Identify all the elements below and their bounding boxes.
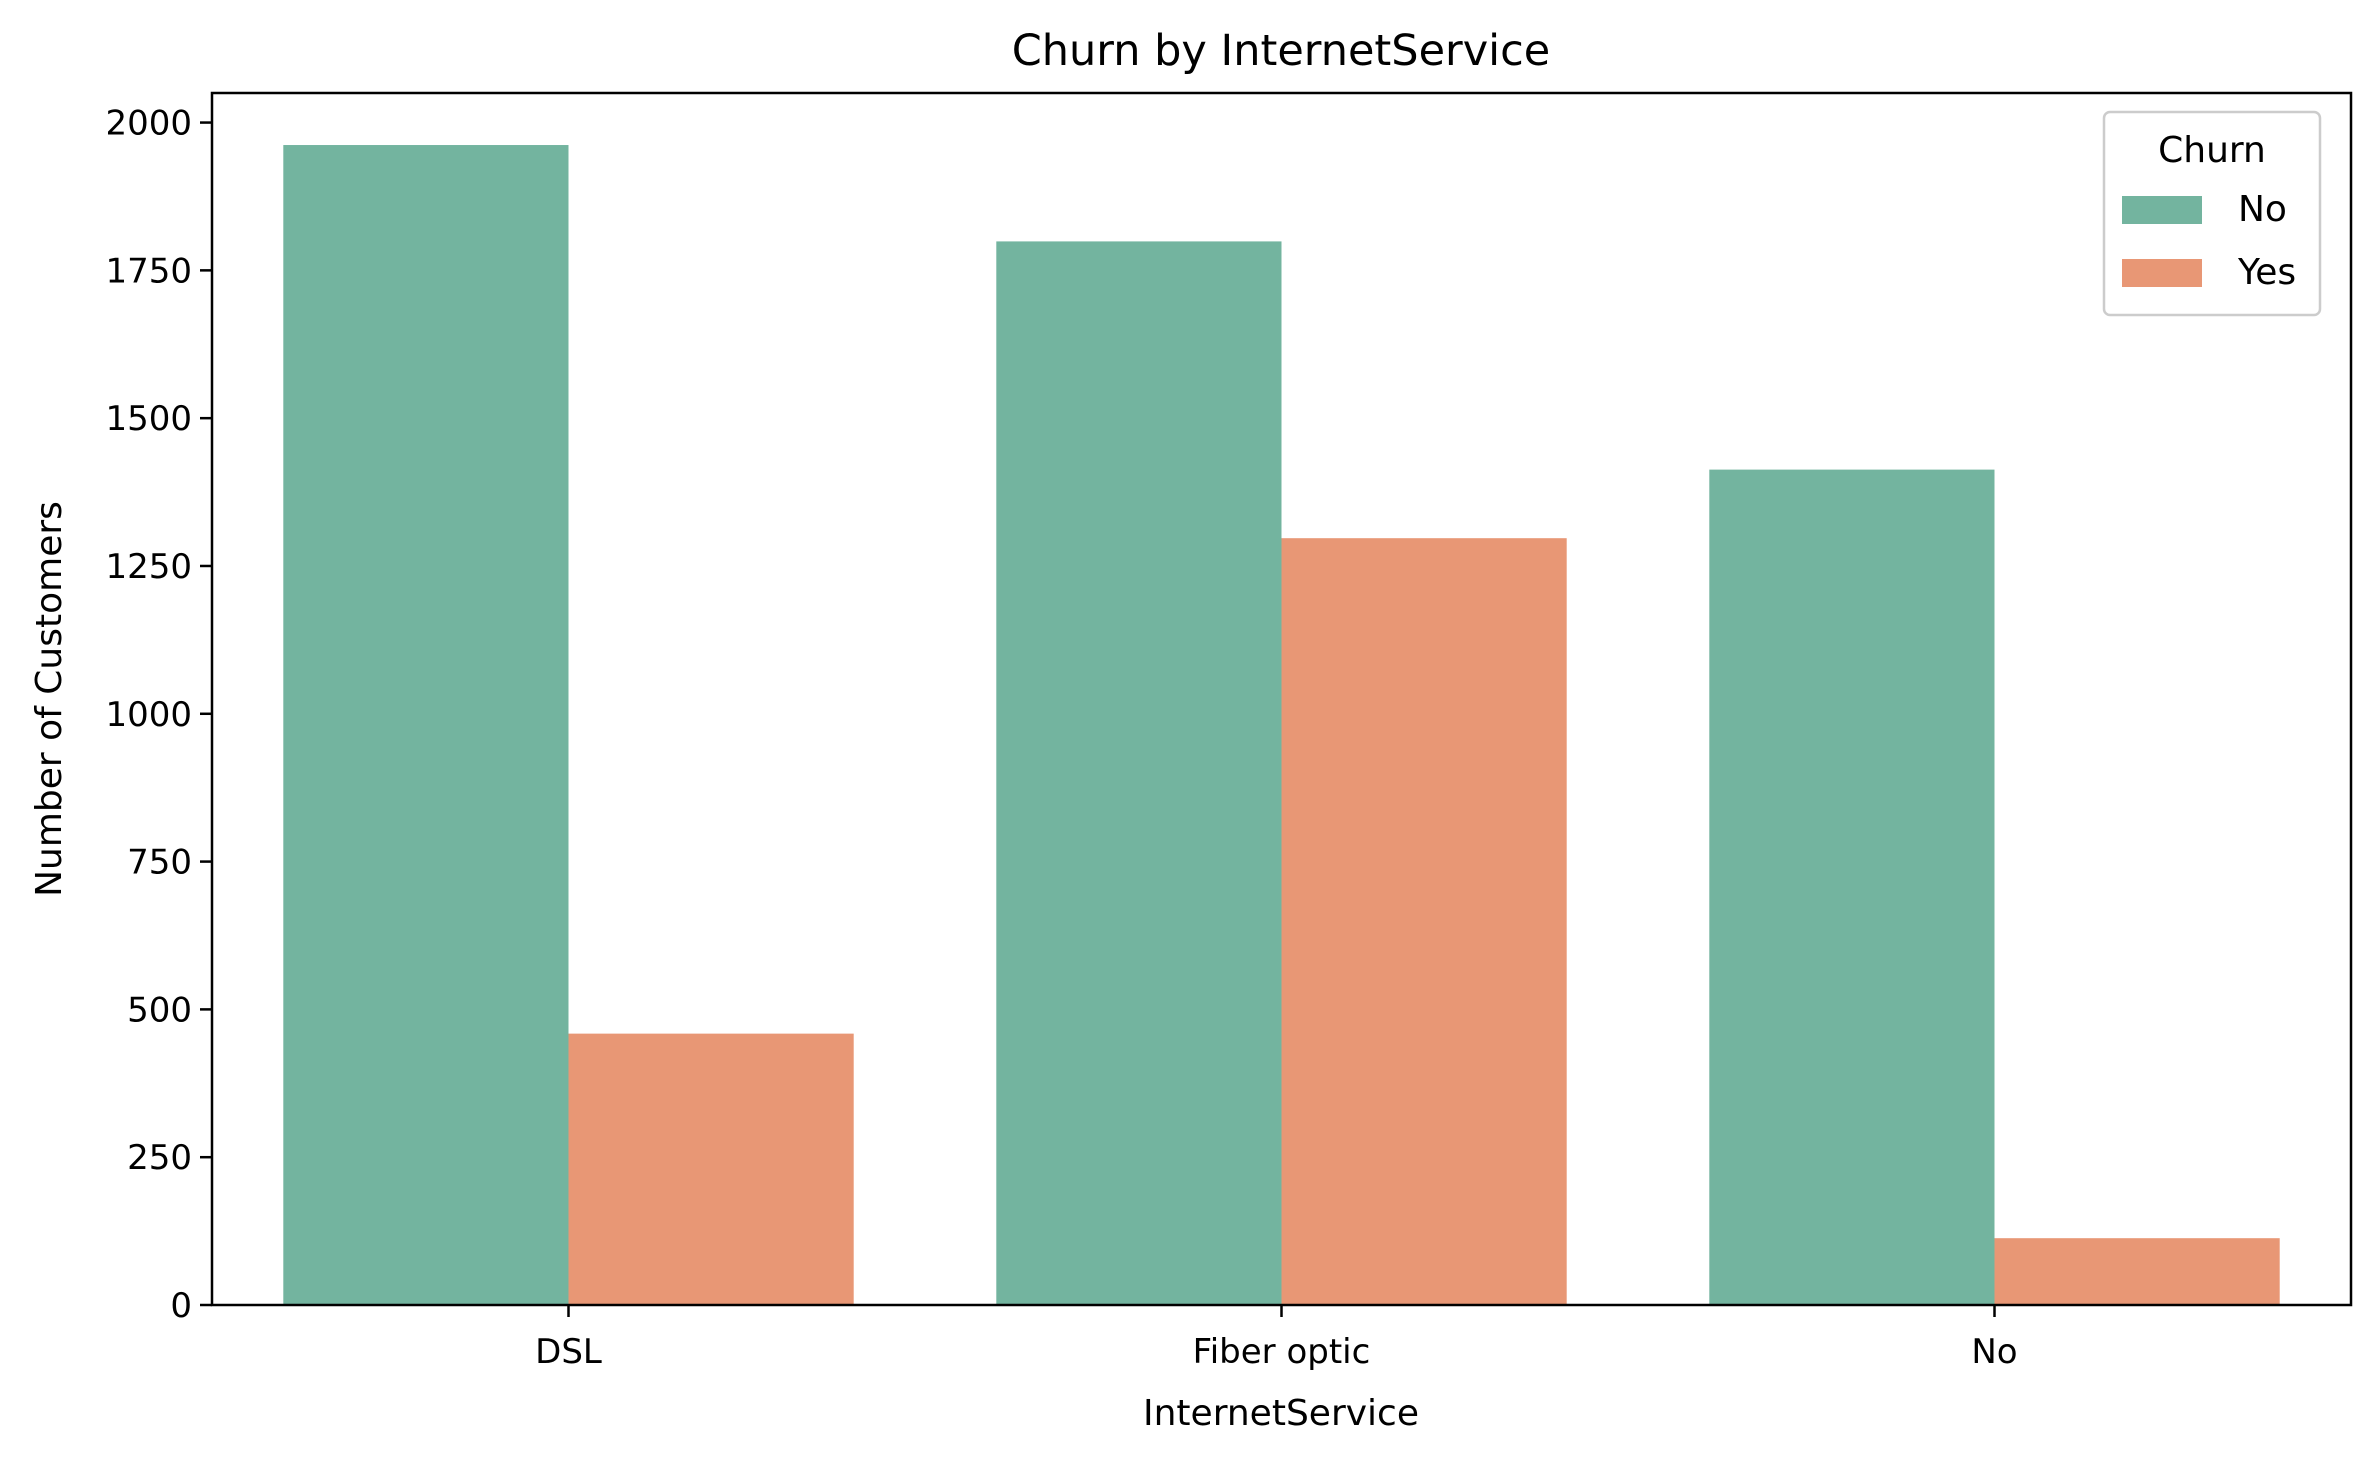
y-tick-label: 750	[127, 843, 192, 883]
x-tick-label: No	[1971, 1332, 2017, 1372]
legend-items: No Yes	[2122, 189, 2296, 293]
legend-label-yes: Yes	[2237, 252, 2296, 293]
legend-label-no: No	[2238, 189, 2287, 230]
bar-no-no	[1709, 469, 1995, 1305]
bar-yes-dsl	[568, 1033, 854, 1305]
bars-layer	[283, 145, 2280, 1305]
y-tick-label: 250	[127, 1138, 192, 1178]
x-axis-ticks: DSL Fiber optic No	[535, 1305, 2018, 1372]
y-axis-ticks: 0 250 500 750 1000 1250 1500 1750 2000	[105, 104, 212, 1326]
x-tick-label: Fiber optic	[1193, 1332, 1371, 1372]
y-tick-label: 1000	[105, 695, 192, 735]
y-axis-label: Number of Customers	[29, 501, 70, 897]
x-tick-label: DSL	[535, 1332, 602, 1372]
legend-swatch-yes	[2122, 259, 2202, 287]
y-tick-label: 2000	[105, 104, 192, 144]
legend-swatch-no	[2122, 196, 2202, 224]
y-tick-label: 1750	[105, 251, 192, 291]
bar-no-dsl	[283, 145, 569, 1305]
legend-title: Churn	[2158, 130, 2266, 171]
y-tick-label: 1500	[105, 399, 192, 439]
legend: Churn No Yes	[2102, 110, 2322, 317]
chart-title: Churn by InternetService	[1012, 26, 1550, 76]
y-tick-label: 1250	[105, 547, 192, 587]
y-tick-label: 0	[170, 1286, 192, 1326]
bar-yes-fiber-optic	[1281, 538, 1567, 1305]
plot-area-frame	[210, 91, 2353, 1307]
bar-yes-no	[1994, 1238, 2280, 1305]
bar-no-fiber-optic	[996, 241, 1282, 1305]
y-tick-label: 500	[127, 990, 192, 1030]
x-axis-label: InternetService	[1143, 1393, 1419, 1434]
